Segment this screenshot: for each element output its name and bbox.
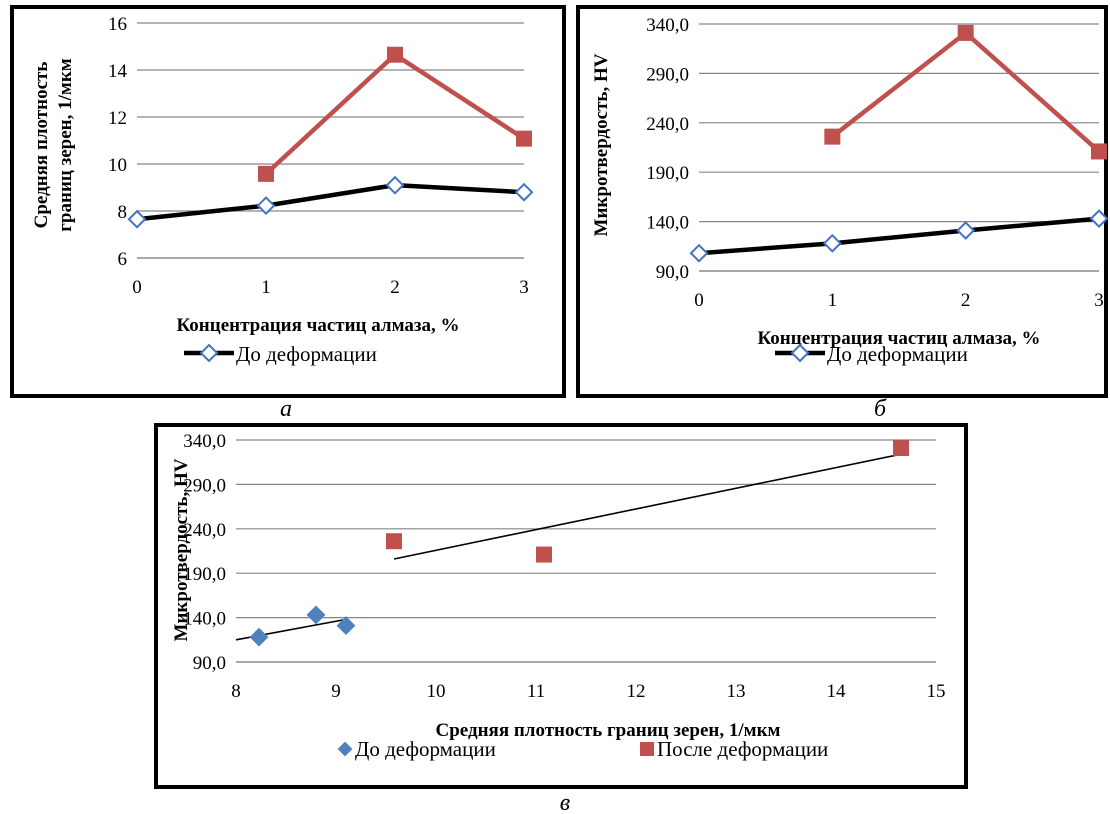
- panel-label-c: в: [560, 790, 570, 814]
- point-before: [1089, 209, 1109, 229]
- y-tick-label: 140,0: [646, 213, 689, 234]
- panel-label-a: а: [280, 396, 292, 422]
- x-tick-label: 9: [331, 681, 341, 702]
- y-axis-title-line: границ зерен, 1/мкм: [55, 58, 76, 231]
- x-tick-label: 11: [527, 681, 545, 702]
- point-before: [822, 233, 842, 253]
- x-tick-label: 12: [627, 681, 646, 702]
- point-before: [689, 243, 709, 263]
- y-axis-title: Средняя плотность границ зерен, 1/мкм: [31, 58, 76, 231]
- y-tick-label: 340,0: [183, 431, 226, 452]
- x-tick-label: 3: [519, 277, 529, 298]
- x-axis-title: Концентрация частиц алмаза, %: [757, 328, 1040, 349]
- y-tick-label: 290,0: [183, 475, 226, 496]
- x-tick-label: 10: [427, 681, 446, 702]
- y-axis-title: Микротвердость, HV: [171, 458, 192, 641]
- y-tick-label: 14: [108, 61, 128, 82]
- point-after: [536, 546, 552, 563]
- x-tick-label: 15: [927, 681, 946, 702]
- y-tick-label: 16: [108, 14, 127, 35]
- legend-label-before: До деформации: [236, 342, 377, 366]
- y-tick-label: 10: [108, 155, 127, 176]
- y-axis-title-line: Средняя плотность: [31, 62, 52, 229]
- chart-c: 90,0 140,0 190,0 240,0 290,0 340,0 8 9 10 11 12 13 1…: [171, 431, 946, 761]
- legend-label-after: После деформации: [657, 737, 828, 761]
- legend-marker-before: [337, 741, 353, 757]
- point-after: [824, 128, 841, 145]
- series-line-before: [698, 216, 1100, 256]
- y-tick-label: 190,0: [646, 163, 689, 184]
- chart-b-frame: [576, 5, 1108, 398]
- x-tick-label: 1: [828, 290, 838, 311]
- y-tick-label: 240,0: [183, 520, 226, 541]
- point-before: [256, 196, 276, 216]
- point-before: [514, 182, 534, 202]
- y-tick-label: 240,0: [646, 114, 689, 135]
- y-tick-label: 8: [118, 202, 128, 223]
- x-tick-label: 2: [961, 290, 971, 311]
- series-line-before: [136, 182, 525, 222]
- y-tick-label: 140,0: [183, 609, 226, 630]
- y-tick-label: 290,0: [646, 64, 689, 85]
- y-tick-label: 6: [118, 249, 128, 270]
- y-axis-title: Микротвердость, HV: [591, 53, 612, 236]
- legend-label-before: До деформации: [355, 737, 496, 761]
- legend-marker-after: [640, 742, 654, 756]
- point-after: [387, 46, 403, 63]
- y-tick-label: 90,0: [656, 262, 689, 283]
- x-tick-label: 3: [1094, 290, 1104, 311]
- chart-c-frame: [154, 423, 968, 789]
- point-before: [336, 616, 356, 636]
- point-after: [1091, 143, 1107, 160]
- x-axis-title: Средняя плотность границ зерен, 1/мкм: [436, 720, 781, 741]
- point-before: [249, 627, 269, 647]
- trendline-after: [393, 453, 902, 560]
- point-before: [306, 605, 326, 625]
- legend-marker-before: [790, 343, 810, 363]
- y-tick-label: 190,0: [183, 564, 226, 585]
- legend-marker-before: [199, 343, 219, 363]
- chart-b: 90,0 140,0 190,0 240,0 290,0 340,0 0 1 2 3 Концент…: [591, 15, 1109, 366]
- legend-label-before: До деформации: [827, 342, 968, 366]
- x-tick-label: 8: [231, 681, 241, 702]
- x-tick-label: 0: [694, 290, 704, 311]
- x-tick-label: 2: [390, 277, 400, 298]
- x-tick-label: 1: [261, 277, 271, 298]
- y-tick-label: 90,0: [193, 653, 226, 674]
- point-after: [957, 24, 974, 41]
- y-tick-label: 12: [108, 108, 127, 129]
- point-before: [956, 221, 976, 240]
- point-before: [385, 175, 405, 195]
- point-after: [258, 165, 274, 182]
- x-axis-title: Концентрация частиц алмаза, %: [176, 315, 459, 336]
- point-after: [516, 130, 532, 147]
- y-tick-label: 340,0: [646, 15, 689, 36]
- x-tick-label: 0: [132, 277, 142, 298]
- panel-label-b: б: [874, 396, 887, 422]
- point-before: [127, 209, 147, 229]
- point-after: [893, 439, 909, 456]
- x-tick-label: 14: [827, 681, 847, 702]
- x-tick-label: 13: [727, 681, 746, 702]
- point-after: [386, 533, 402, 550]
